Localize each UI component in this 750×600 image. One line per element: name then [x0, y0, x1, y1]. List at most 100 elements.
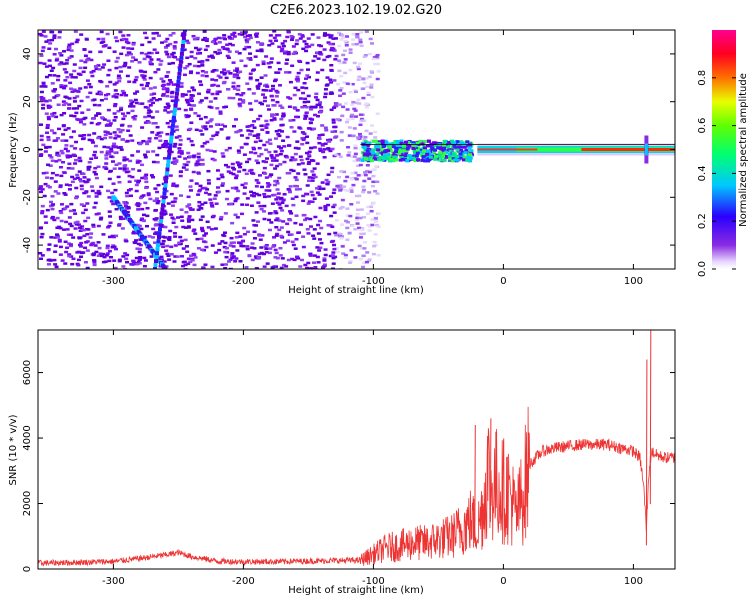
spectrogram-noise-cell	[255, 85, 260, 88]
spectrogram-noise-cell	[114, 39, 119, 43]
spectrogram-noise-cell	[155, 133, 160, 137]
spectrogram-noise-cell	[371, 180, 376, 184]
spectrogram-signal-cell	[422, 149, 427, 153]
spectrogram-noise-cell	[86, 216, 91, 220]
spectrogram-noise-cell	[315, 71, 320, 74]
spectrogram-noise-cell	[305, 68, 310, 71]
spectrogram-signal-cell	[451, 151, 456, 155]
spectrogram-noise-cell	[363, 135, 368, 139]
spectrogram-noise-cell	[93, 173, 98, 176]
spectrogram-noise-cell	[101, 233, 106, 236]
spectrogram-noise-cell	[92, 170, 97, 174]
spectrogram-noise-cell	[114, 163, 119, 167]
spectrogram-noise-cell	[234, 130, 239, 134]
spectrogram-noise-cell	[187, 62, 192, 66]
spectrogram-noise-cell	[359, 208, 364, 211]
spectrogram-noise-cell	[322, 48, 327, 51]
spectrogram-noise-cell	[353, 115, 358, 118]
spectrogram-noise-cell	[272, 79, 277, 83]
spectrogram-noise-cell	[166, 202, 171, 205]
spectrogram-noise-cell	[166, 142, 171, 146]
spectrogram-noise-cell	[165, 121, 170, 125]
spectrogram-noise-cell	[67, 254, 72, 258]
spectrogram-noise-cell	[174, 225, 179, 229]
spectrogram-noise-cell	[368, 37, 373, 41]
spectrogram-noise-cell	[59, 54, 64, 57]
spectrogram-noise-cell	[137, 160, 142, 163]
spectrogram-noise-cell	[96, 136, 101, 140]
spectrogram-noise-cell	[273, 39, 278, 42]
spectrogram-noise-cell	[46, 39, 51, 42]
spectrogram-noise-cell	[170, 216, 175, 219]
spectrogram-noise-cell	[336, 152, 341, 156]
spectrogram-noise-cell	[222, 231, 227, 234]
spectrogram-noise-cell	[288, 210, 293, 213]
spectrogram-noise-cell	[99, 137, 104, 141]
spectrogram-signal-cell	[405, 147, 410, 151]
spectrogram-noise-cell	[40, 204, 45, 208]
spectrogram-noise-cell	[94, 176, 99, 180]
spectrogram-noise-cell	[103, 133, 108, 137]
spectrogram-noise-cell	[188, 127, 193, 131]
spectrogram-noise-cell	[92, 259, 97, 262]
spectrogram-noise-cell	[63, 193, 68, 196]
spectrogram-signal-cell	[404, 140, 409, 144]
spectrogram-noise-cell	[68, 81, 73, 85]
spectrogram-noise-cell	[125, 253, 130, 257]
spectrogram-noise-cell	[365, 212, 370, 216]
spectrogram-noise-cell	[267, 218, 272, 222]
spectrogram-noise-cell	[154, 197, 159, 200]
spectrogram-noise-cell	[331, 239, 336, 243]
spectrogram-signal-cell	[416, 158, 421, 162]
spectrogram-noise-cell	[235, 93, 240, 96]
spectrogram-noise-cell	[182, 73, 187, 77]
spectrogram-noise-cell	[99, 41, 104, 44]
spectrogram-noise-cell	[356, 174, 361, 177]
spectrogram-noise-cell	[314, 92, 319, 96]
spectrogram-noise-cell	[82, 204, 87, 208]
spectrogram-noise-cell	[307, 176, 312, 179]
spectrogram-noise-cell	[135, 90, 140, 93]
spectrogram-noise-cell	[149, 255, 154, 258]
spectrogram-noise-cell	[88, 236, 93, 239]
spectrogram-noise-cell	[245, 160, 250, 164]
spectrogram-noise-cell	[47, 99, 52, 102]
spectrogram-noise-cell	[97, 121, 102, 125]
spectrogram-noise-cell	[357, 132, 362, 136]
spectrogram-noise-cell	[233, 118, 238, 121]
spectrogram-noise-cell	[330, 225, 335, 229]
spectrogram-noise-cell	[375, 180, 380, 184]
spectrogram-noise-cell	[275, 217, 280, 220]
spectrogram-noise-cell	[322, 257, 327, 260]
spectrogram-noise-cell	[322, 259, 327, 262]
spectrogram-signal-cell	[442, 139, 447, 143]
spectrogram-signal-cell	[426, 158, 431, 162]
spectrogram-noise-cell	[307, 75, 312, 79]
spectrogram-noise-cell	[353, 109, 358, 112]
spectrogram-noise-cell	[73, 227, 78, 230]
spectrogram-noise-cell	[86, 166, 91, 169]
spectrogram-noise-cell	[179, 150, 184, 153]
spectrogram-noise-cell	[227, 35, 232, 39]
spectrogram-noise-cell	[124, 167, 129, 170]
spectrogram-noise-cell	[53, 263, 58, 266]
spectrogram-signal-cell	[426, 149, 431, 153]
spectrogram-noise-cell	[286, 50, 291, 54]
spectrogram-noise-cell	[134, 256, 139, 260]
spectrogram-noise-cell	[167, 62, 172, 65]
spectrogram-noise-cell	[165, 53, 170, 56]
spectrogram-noise-cell	[264, 243, 269, 247]
spectrogram-noise-cell	[197, 158, 202, 162]
spectrogram-noise-cell	[233, 213, 238, 217]
spectrogram-noise-cell	[83, 54, 88, 57]
spectrogram-noise-cell	[188, 185, 193, 188]
spectrogram-noise-cell	[352, 61, 357, 65]
spectrogram-signal-cell	[412, 156, 417, 160]
spectrogram-noise-cell	[212, 68, 217, 72]
spectrogram-noise-cell	[99, 30, 104, 34]
spectrogram-noise-cell	[74, 223, 79, 226]
spectrogram-noise-cell	[248, 102, 253, 105]
spectrogram-noise-cell	[118, 167, 123, 170]
spectrogram-noise-cell	[279, 49, 284, 53]
spectrogram-noise-cell	[172, 200, 177, 203]
